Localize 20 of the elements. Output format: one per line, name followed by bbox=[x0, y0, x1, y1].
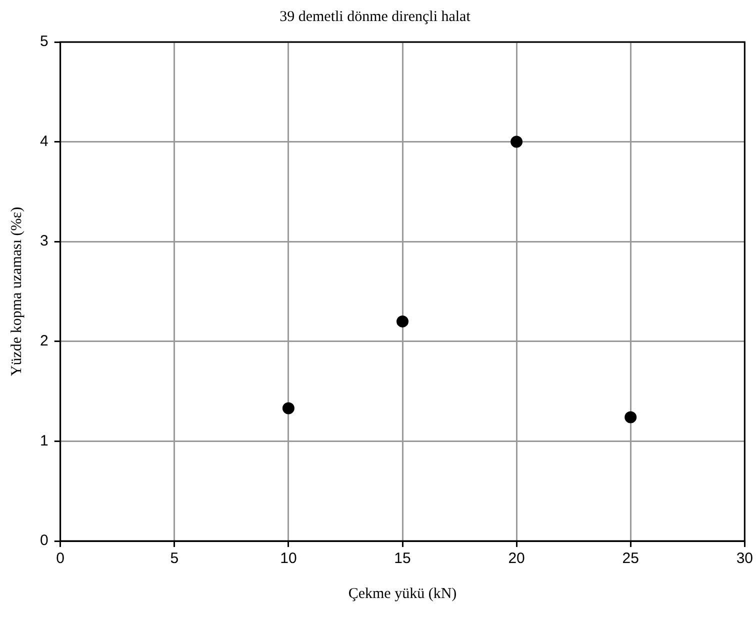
x-tick-label: 10 bbox=[280, 550, 297, 568]
point bbox=[282, 402, 294, 414]
point bbox=[510, 136, 523, 148]
x-tick-label: 20 bbox=[508, 550, 525, 568]
x-axis-title: Çekme yükü (kN) bbox=[348, 586, 457, 602]
point bbox=[624, 411, 637, 424]
x-tick-label: 15 bbox=[394, 550, 411, 568]
y-tick-label: 1 bbox=[40, 432, 48, 450]
y-tick-label: 5 bbox=[40, 33, 48, 50]
chart-title: 39 demetli dönme dirençli halat bbox=[280, 8, 472, 25]
y-tick-label: 0 bbox=[40, 532, 48, 550]
x-tick-label: 0 bbox=[56, 550, 65, 568]
y-tick-label: 4 bbox=[40, 132, 48, 150]
point bbox=[396, 315, 408, 328]
y-tick-label: 2 bbox=[40, 332, 48, 350]
y-tick-label: 3 bbox=[40, 232, 48, 250]
x-tick-label: 30 bbox=[736, 550, 753, 568]
x-tick-label: 25 bbox=[622, 550, 639, 568]
y-axis-title: Yüzde kopma uzaması (%ε) bbox=[8, 206, 25, 376]
x-tick-label: 5 bbox=[170, 550, 179, 568]
